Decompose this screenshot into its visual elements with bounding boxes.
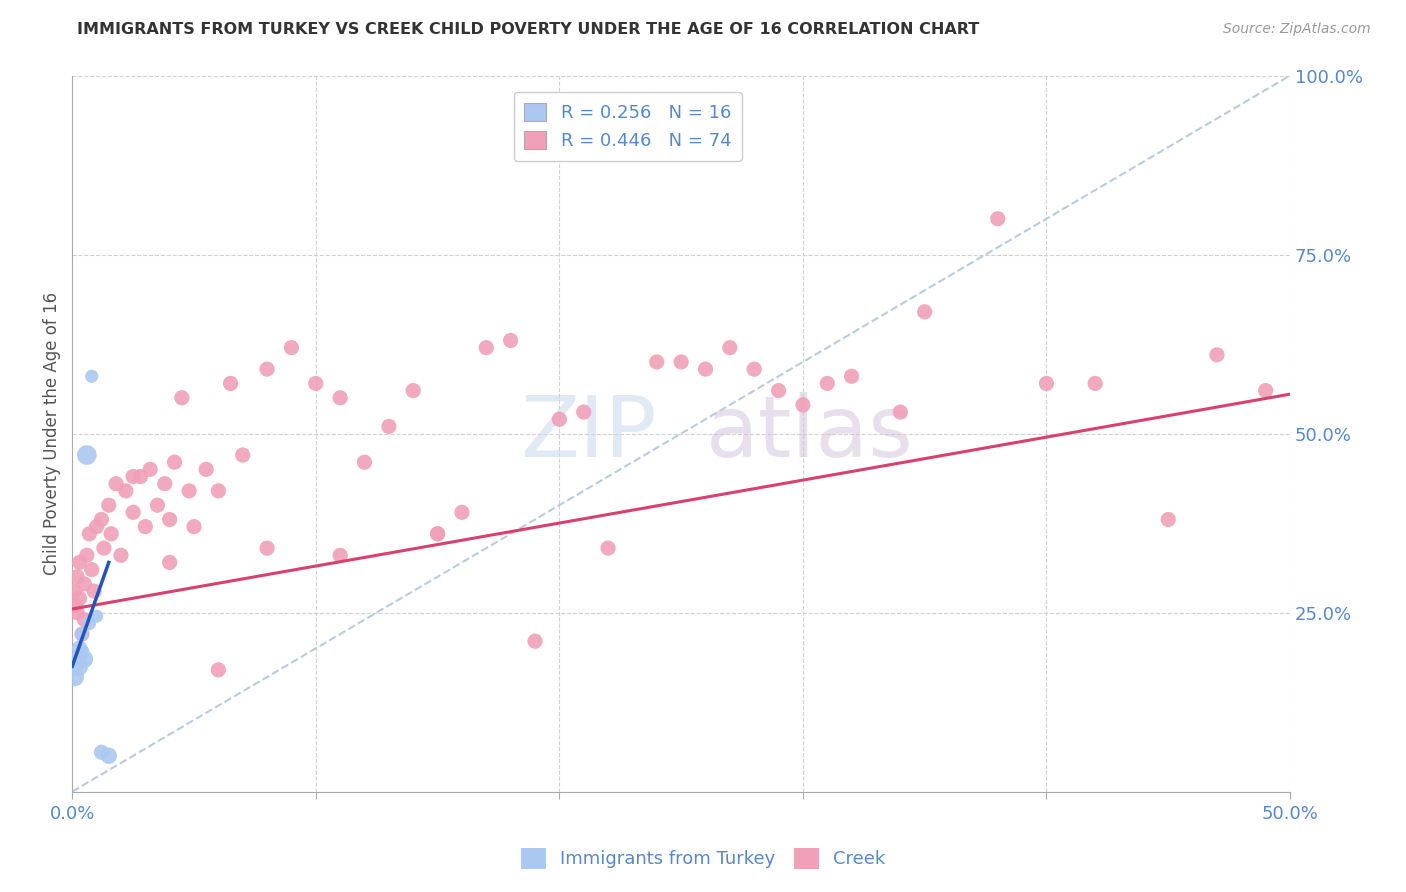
Point	[499, 334, 522, 348]
Point	[66, 652, 89, 666]
Point	[768, 384, 790, 398]
Text: atlas: atlas	[706, 392, 914, 475]
Point	[114, 483, 136, 498]
Point	[1206, 348, 1229, 362]
Point	[596, 541, 619, 555]
Point	[90, 512, 112, 526]
Point	[76, 549, 98, 563]
Point	[63, 584, 86, 599]
Point	[524, 634, 547, 648]
Point	[329, 549, 352, 563]
Point	[77, 616, 100, 631]
Point	[195, 462, 218, 476]
Point	[73, 577, 96, 591]
Point	[232, 448, 254, 462]
Point	[163, 455, 186, 469]
Point	[914, 305, 936, 319]
Point	[451, 505, 474, 519]
Point	[1035, 376, 1057, 391]
Point	[80, 563, 103, 577]
Point	[426, 526, 449, 541]
Point	[105, 476, 128, 491]
Point	[153, 476, 176, 491]
Point	[353, 455, 375, 469]
Point	[70, 627, 93, 641]
Point	[207, 663, 229, 677]
Text: IMMIGRANTS FROM TURKEY VS CREEK CHILD POVERTY UNDER THE AGE OF 16 CORRELATION CH: IMMIGRANTS FROM TURKEY VS CREEK CHILD PO…	[77, 22, 980, 37]
Point	[548, 412, 571, 426]
Text: Source: ZipAtlas.com: Source: ZipAtlas.com	[1223, 22, 1371, 37]
Point	[73, 652, 96, 666]
Point	[1084, 376, 1107, 391]
Y-axis label: Child Poverty Under the Age of 16: Child Poverty Under the Age of 16	[44, 292, 60, 575]
Point	[280, 341, 302, 355]
Point	[1254, 384, 1277, 398]
Point	[122, 469, 145, 483]
Point	[378, 419, 401, 434]
Point	[100, 526, 122, 541]
Point	[645, 355, 668, 369]
Point	[67, 659, 90, 673]
Point	[1157, 512, 1180, 526]
Point	[139, 462, 162, 476]
Point	[83, 584, 105, 599]
Legend: R = 0.256   N = 16, R = 0.446   N = 74: R = 0.256 N = 16, R = 0.446 N = 74	[513, 92, 742, 161]
Point	[426, 526, 449, 541]
Point	[841, 369, 863, 384]
Point	[987, 211, 1010, 226]
Point	[475, 341, 498, 355]
Point	[90, 745, 112, 759]
Point	[70, 627, 93, 641]
Point	[110, 549, 132, 563]
Point	[97, 748, 120, 763]
Point	[73, 613, 96, 627]
Point	[69, 648, 91, 663]
Point	[69, 556, 91, 570]
Legend: Immigrants from Turkey, Creek: Immigrants from Turkey, Creek	[513, 840, 893, 876]
Point	[97, 498, 120, 512]
Point	[159, 512, 181, 526]
Point	[402, 384, 425, 398]
Point	[572, 405, 595, 419]
Point	[146, 498, 169, 512]
Point	[122, 505, 145, 519]
Point	[76, 448, 98, 462]
Point	[62, 659, 84, 673]
Point	[669, 355, 692, 369]
Point	[66, 570, 89, 584]
Point	[219, 376, 242, 391]
Point	[256, 362, 278, 376]
Point	[69, 591, 91, 606]
Point	[718, 341, 741, 355]
Point	[159, 556, 181, 570]
Point	[65, 656, 87, 670]
Point	[77, 526, 100, 541]
Point	[305, 376, 328, 391]
Point	[63, 670, 86, 684]
Text: ZIP: ZIP	[520, 392, 657, 475]
Point	[742, 362, 765, 376]
Point	[695, 362, 717, 376]
Point	[69, 641, 91, 656]
Point	[329, 391, 352, 405]
Point	[179, 483, 201, 498]
Point	[889, 405, 911, 419]
Point	[129, 469, 152, 483]
Point	[792, 398, 814, 412]
Point	[86, 609, 108, 624]
Point	[80, 369, 103, 384]
Point	[66, 606, 89, 620]
Point	[70, 645, 93, 659]
Point	[183, 519, 205, 533]
Point	[93, 541, 115, 555]
Point	[256, 541, 278, 555]
Point	[86, 519, 108, 533]
Point	[207, 483, 229, 498]
Point	[170, 391, 193, 405]
Point	[65, 599, 87, 613]
Point	[815, 376, 838, 391]
Point	[134, 519, 156, 533]
